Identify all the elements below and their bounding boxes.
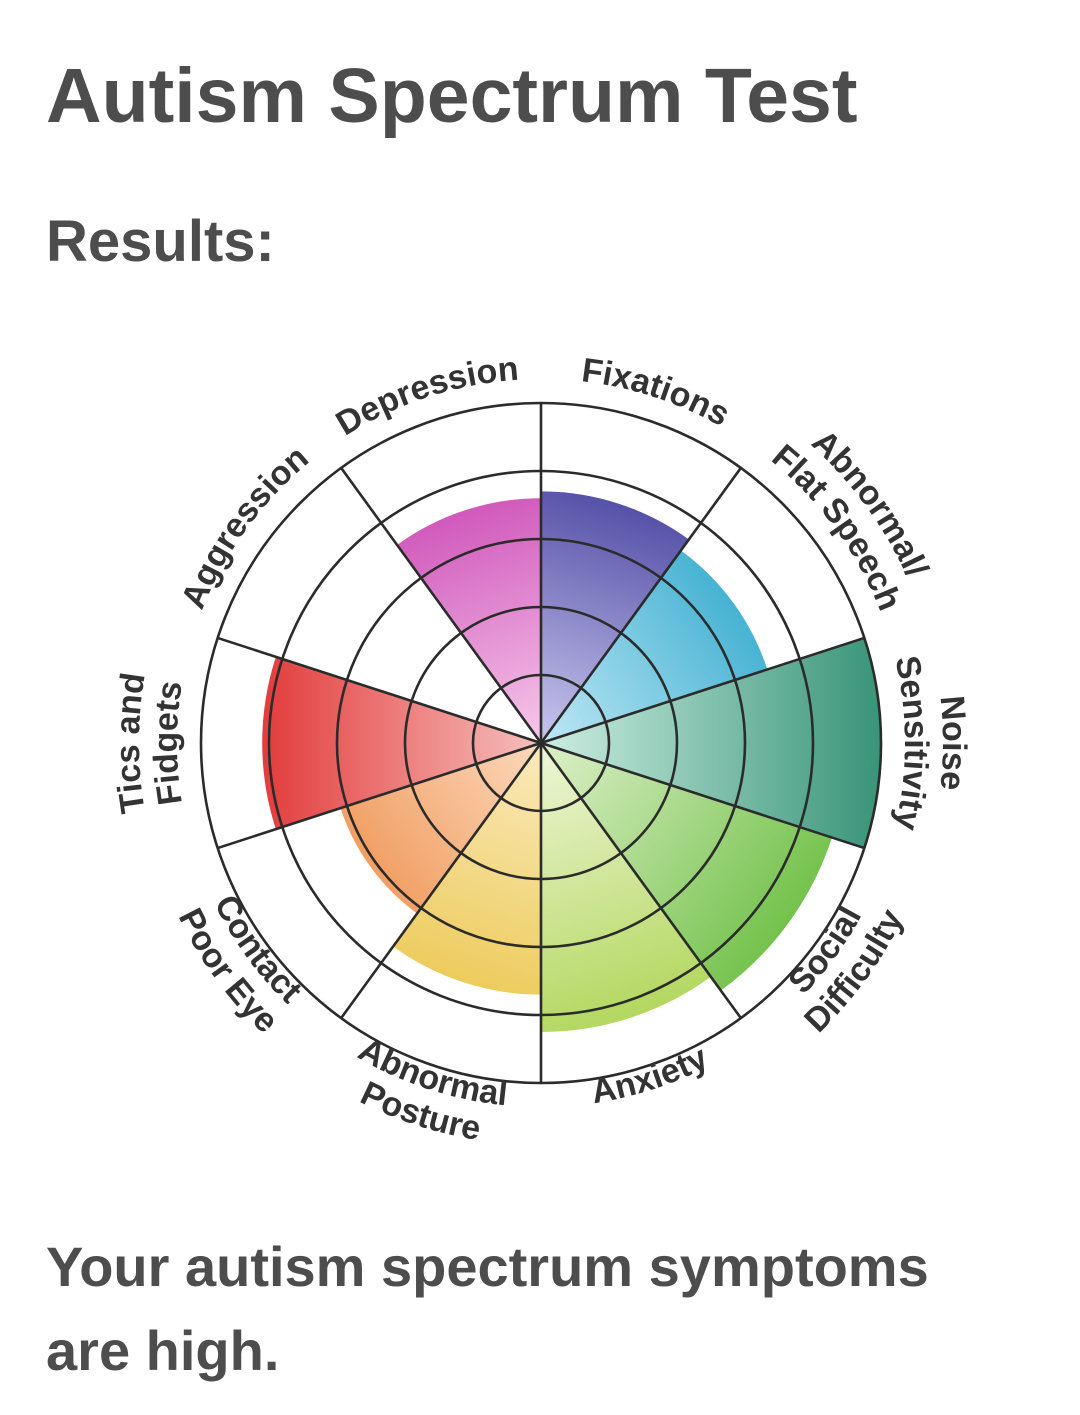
svg-text:Depression: Depression [330, 350, 520, 443]
svg-text:Aggression: Aggression [174, 438, 316, 614]
svg-text:Fidgets: Fidgets [147, 679, 190, 808]
svg-text:Anxiety: Anxiety [588, 1039, 713, 1112]
svg-text:Fixations: Fixations [579, 351, 735, 434]
svg-text:Tics and: Tics and [109, 670, 153, 816]
svg-text:Sensitivity: Sensitivity [887, 653, 935, 834]
svg-text:Noise: Noise [932, 694, 973, 792]
